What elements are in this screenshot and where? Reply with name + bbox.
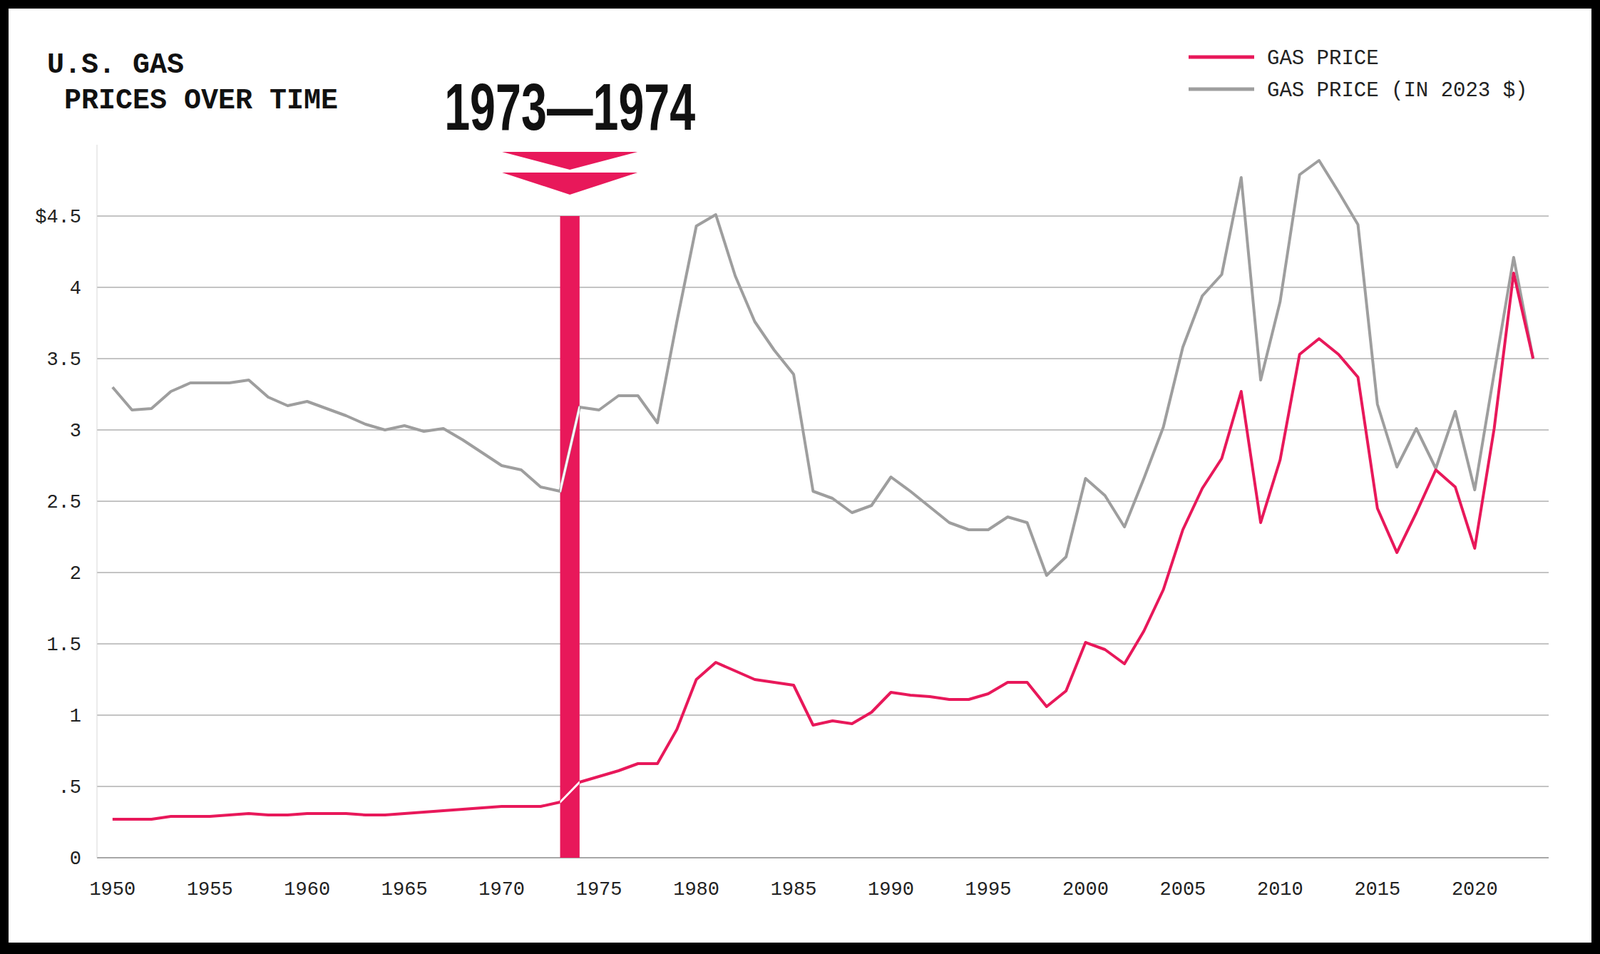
y-tick-label: 3.5: [46, 349, 82, 371]
y-axis-line: [96, 144, 98, 858]
x-tick-label: 1970: [478, 879, 525, 901]
legend-label: GAS PRICE: [1267, 47, 1379, 71]
legend-label: GAS PRICE (IN 2023 $): [1267, 79, 1528, 103]
x-tick-label: 1995: [965, 879, 1012, 901]
chevron: [501, 172, 638, 195]
x-tick-label: 1975: [576, 879, 623, 901]
lines: [112, 160, 1533, 820]
grid-line: [96, 215, 1549, 217]
grid-line: [96, 357, 1549, 359]
grid-line: [96, 500, 1549, 502]
y-tick-label: 2.5: [46, 491, 82, 514]
x-axis-line: [96, 857, 1549, 858]
x-tick-label: 1965: [381, 879, 428, 901]
x-tick-label: 2005: [1159, 879, 1206, 901]
y-tick-label: 0: [69, 848, 82, 870]
chevron: [501, 151, 638, 170]
grid-line: [96, 429, 1549, 430]
y-tick-label: 1: [69, 705, 82, 728]
band-group: [560, 216, 580, 858]
title-line: U.S. GAS: [47, 49, 184, 82]
grid-line: [96, 571, 1549, 573]
grid-line: [96, 286, 1549, 288]
y-tick-label: .5: [58, 777, 82, 799]
x-tick-label: 1960: [283, 879, 331, 901]
chart: 0 .5 1 1.5 2 2.5 3 3.5 4 $4.5 1950 1955 1960 1965 1970…: [0, 0, 1600, 954]
x-tick-label: 1990: [867, 879, 915, 901]
grid-line: [96, 714, 1549, 716]
y-tick-label: $4.5: [34, 206, 82, 229]
y-tick-label: 2: [69, 563, 82, 585]
frame: [0, 0, 1600, 954]
x-tick-label: 2000: [1062, 879, 1109, 901]
y-tick-label: 4: [69, 278, 82, 300]
x-tick-label: 2015: [1354, 879, 1401, 901]
series-line-highlight: [560, 160, 580, 576]
band-overlay: [560, 160, 580, 820]
x-tick-label: 1985: [770, 879, 818, 901]
y-tick-label: 1.5: [46, 634, 82, 656]
panel: [8, 8, 1592, 943]
x-tick-label: 1955: [186, 879, 234, 901]
series-line: [112, 273, 1533, 820]
annotation: 1973—1974: [444, 70, 696, 144]
grid-line: [96, 857, 1549, 858]
x-tick-label: 2010: [1257, 879, 1304, 901]
series-line: [112, 160, 1533, 576]
x-tick-label: 1950: [89, 879, 136, 901]
y-tick-label: 3: [69, 420, 82, 443]
series-line-highlight: [560, 273, 580, 820]
title-line: PRICES OVER TIME: [47, 84, 338, 117]
legend-swatch: [1188, 87, 1255, 92]
grid-line: [96, 785, 1549, 787]
legend-swatch: [1188, 55, 1255, 60]
x-tick-label: 1980: [673, 879, 720, 901]
highlight-band: [560, 216, 580, 858]
title: U.S. GAS PRICES OVER TIME: [47, 49, 338, 117]
grid-line: [96, 643, 1549, 644]
x-tick-label: 2020: [1451, 879, 1499, 901]
